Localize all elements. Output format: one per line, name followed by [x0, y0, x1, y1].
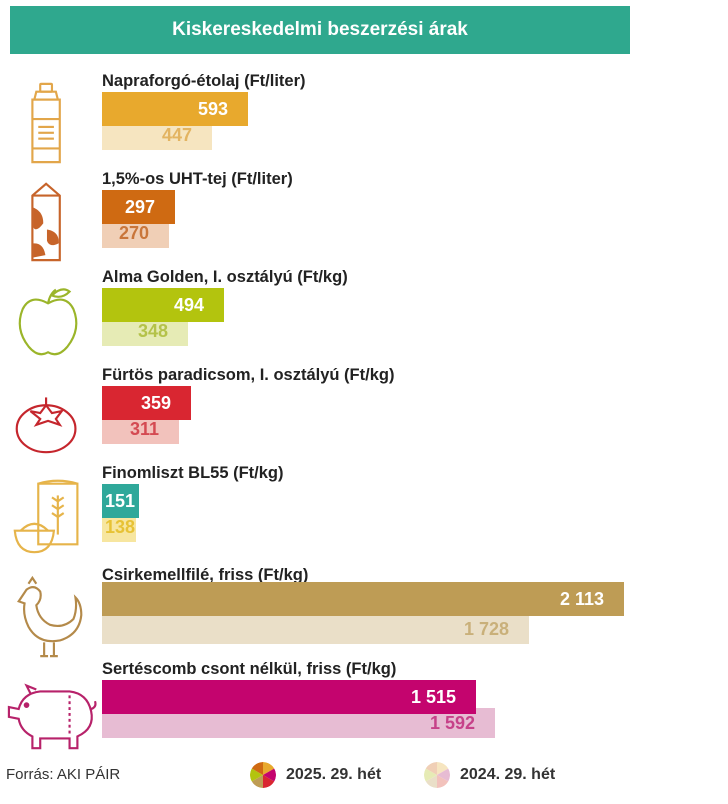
category-label: Napraforgó-étolaj (Ft/liter): [102, 72, 306, 90]
legend-item-current: 2025. 29. hét: [250, 762, 381, 788]
legend-label-previous: 2024. 29. hét: [460, 766, 556, 783]
category-row: Csirkemellfilé, friss (Ft/kg) 2 113 1 728: [0, 566, 728, 666]
bar-current: 151: [102, 484, 139, 518]
pig-icon: [0, 666, 100, 756]
data-label-previous: 138: [105, 516, 136, 537]
category-label: Sertéscomb csont nélkül, friss (Ft/kg): [102, 660, 397, 678]
bar-current: 593: [102, 92, 248, 126]
category-label: 1,5%-os UHT-tej (Ft/liter): [102, 170, 293, 188]
data-label-current: 593: [197, 98, 228, 119]
tomato-icon: [0, 372, 100, 462]
legend-swatch-current: [250, 762, 276, 788]
data-label-previous: 447: [161, 124, 192, 145]
category-label: Fürtös paradicsom, I. osztályú (Ft/kg): [102, 366, 395, 384]
data-label-current: 2 113: [559, 588, 604, 609]
oil-bottle-icon: [0, 78, 100, 168]
bar-current: 1 515: [102, 680, 476, 714]
data-label-current: 151: [105, 490, 136, 511]
bar-current: 359: [102, 386, 191, 420]
chicken-icon: [0, 572, 100, 662]
bar-previous: 1 728: [102, 614, 529, 644]
data-label-previous: 270: [118, 222, 149, 243]
milk-carton-icon: [0, 176, 100, 266]
category-row: Napraforgó-étolaj (Ft/liter) 593 447: [0, 72, 728, 172]
data-label-previous: 1 728: [463, 618, 509, 639]
bar-current: 2 113: [102, 582, 624, 616]
apple-icon: [0, 274, 100, 364]
chart-title: Kiskereskedelmi beszerzési árak: [10, 6, 630, 54]
category-row: 1,5%-os UHT-tej (Ft/liter) 297 270: [0, 170, 728, 270]
category-row: Sertéscomb csont nélkül, friss (Ft/kg) 1 …: [0, 660, 728, 760]
bar-current: 494: [102, 288, 224, 322]
category-label: Alma Golden, I. osztályú (Ft/kg): [102, 268, 348, 286]
legend-label-current: 2025. 29. hét: [286, 766, 382, 783]
legend-swatch-previous: [424, 762, 450, 788]
category-row: Fürtös paradicsom, I. osztályú (Ft/kg) 35…: [0, 366, 728, 466]
data-label-current: 494: [173, 294, 204, 315]
source-note: Forrás: AKI PÁIR: [6, 766, 121, 783]
bar-current: 297: [102, 190, 175, 224]
category-label: Csirkemellfilé, friss (Ft/kg): [102, 566, 309, 584]
category-row: Alma Golden, I. osztályú (Ft/kg) 494 348: [0, 268, 728, 368]
category-label: Finomliszt BL55 (Ft/kg): [102, 464, 284, 482]
data-label-current: 297: [124, 196, 155, 217]
flour-icon: [0, 470, 100, 560]
data-label-previous: 311: [129, 418, 159, 439]
data-label-current: 359: [140, 392, 171, 413]
data-label-previous: 348: [137, 320, 168, 341]
legend-item-previous: 2024. 29. hét: [424, 762, 555, 788]
data-label-previous: 1 592: [429, 712, 475, 733]
category-row: Finomliszt BL55 (Ft/kg) 151 138: [0, 464, 728, 564]
data-label-current: 1 515: [410, 686, 456, 707]
